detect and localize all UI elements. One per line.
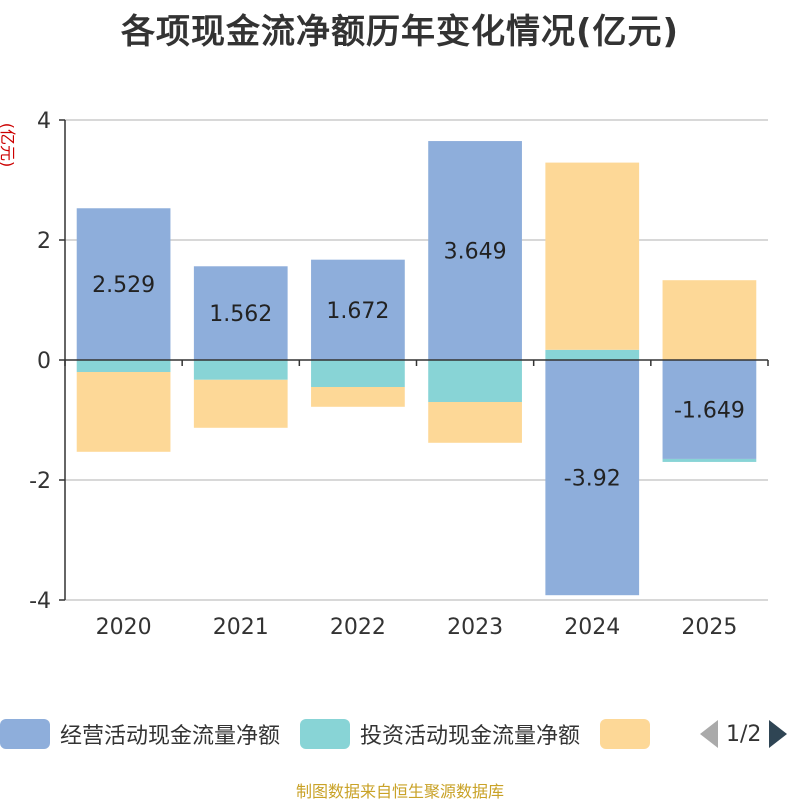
bar-s1-2021 <box>193 360 288 380</box>
y-tick-label: 4 <box>37 109 51 134</box>
data-label-2020: 2.529 <box>92 273 155 298</box>
data-label-2025: -1.649 <box>674 398 745 423</box>
x-tick-label-2025: 2025 <box>681 615 737 640</box>
legend: 经营活动现金流量净额 投资活动现金流量净额 <box>0 716 651 752</box>
legend-label-operating[interactable]: 经营活动现金流量净额 <box>60 724 281 749</box>
pager-prev-icon[interactable] <box>700 720 718 748</box>
bar-s2-2025 <box>662 280 757 360</box>
x-tick-label-2023: 2023 <box>447 615 503 640</box>
bar-s0-2020 <box>76 208 171 360</box>
x-tick-label-2020: 2020 <box>96 615 152 640</box>
x-tick-label-2022: 2022 <box>330 615 386 640</box>
bar-s2-2020 <box>76 372 171 452</box>
bar-s0-2023 <box>428 141 522 360</box>
x-tick-label-2024: 2024 <box>564 615 620 640</box>
bar-s1-2023 <box>428 360 522 402</box>
bar-s0-2025 <box>662 360 757 459</box>
bar-s1-2025 <box>662 458 757 462</box>
pager-text: 1/2 <box>726 721 762 747</box>
y-axis-label: (亿元) <box>0 123 17 168</box>
legend-swatch-investing[interactable] <box>300 719 351 749</box>
legend-label-investing[interactable]: 投资活动现金流量净额 <box>360 724 581 749</box>
source-note: 制图数据来自恒生聚源数据库 <box>295 782 504 801</box>
bar-s1-2022 <box>311 360 405 387</box>
legend-pager: 1/2 <box>700 716 788 752</box>
bar-s1-2024 <box>545 349 640 360</box>
pager-next-icon[interactable] <box>769 720 788 748</box>
chart-title: 各项现金流净额历年变化情况(亿元) <box>120 12 680 52</box>
x-tick-label-2021: 2021 <box>213 615 269 640</box>
y-tick-label: -4 <box>29 589 51 614</box>
data-label-2021: 1.562 <box>209 302 272 327</box>
bar-s2-2023 <box>428 402 522 443</box>
y-tick-label: 2 <box>37 229 51 254</box>
bar-s0-2022 <box>311 259 405 360</box>
bar-s2-2022 <box>311 387 405 407</box>
bar-s1-2020 <box>76 360 171 372</box>
bar-s2-2021 <box>193 379 288 428</box>
bar-s2-2024 <box>545 162 640 350</box>
legend-swatch-operating[interactable] <box>0 719 50 749</box>
legend-swatch-financing[interactable] <box>600 719 651 749</box>
bar-s0-2024 <box>545 360 640 596</box>
y-tick-label: 0 <box>37 349 51 374</box>
data-label-2023: 3.649 <box>444 240 507 265</box>
bar-s0-2021 <box>193 266 288 360</box>
data-label-2022: 1.672 <box>326 299 389 324</box>
y-tick-label: -2 <box>29 469 51 494</box>
data-label-2024: -3.92 <box>564 467 621 492</box>
